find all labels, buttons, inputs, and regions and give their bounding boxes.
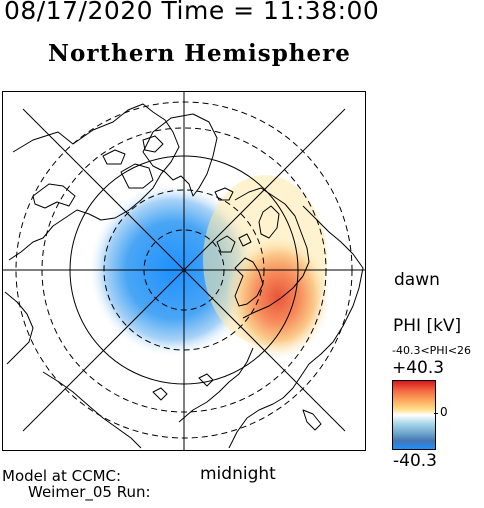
colorbar-zero-tick <box>434 413 438 414</box>
coastline-bering <box>42 371 142 449</box>
coastline-east-asia <box>178 347 254 423</box>
model-credit-line1: Model at CCMC: <box>2 467 122 485</box>
coastlines <box>4 103 364 449</box>
meridian-diag-2 <box>22 108 346 432</box>
positive-potential-cell <box>226 235 330 359</box>
coastline-hudson-bay <box>32 183 76 209</box>
model-credit-line2: Weimer_05 Run: <box>28 483 151 501</box>
colorbar-title: PHI [kV] <box>393 316 462 336</box>
polar-map <box>2 91 366 451</box>
dawn-label: dawn <box>394 270 440 290</box>
meridian-lines <box>3 92 365 450</box>
coastline-scandinavia <box>234 257 264 307</box>
colorbar-max-label: +40.3 <box>392 358 445 378</box>
coastline-eurasia <box>228 205 364 449</box>
colorbar <box>392 380 436 450</box>
colorbar-range: -40.3<PHI<26 <box>392 344 472 357</box>
coastline-islands-south <box>152 373 322 431</box>
coastline-siberia <box>234 187 310 319</box>
midnight-label: midnight <box>200 464 276 484</box>
coastline-svalbard <box>216 233 252 253</box>
datetime-title: 08/17/2020 Time = 11:38:00 <box>4 0 380 25</box>
hemisphere-title: Northern Hemisphere <box>48 40 351 67</box>
coastline-novaya-zemlya <box>258 205 280 239</box>
coastline-iceland <box>214 187 234 201</box>
coastline-alaska <box>4 291 34 365</box>
colorbar-zero-label: 0 <box>440 405 448 419</box>
colorbar-min-label: -40.3 <box>393 451 437 471</box>
coastline-arctic-islands <box>102 135 164 189</box>
coastline-north-america <box>8 103 180 261</box>
coastline-greenland <box>142 113 218 197</box>
polar-map-svg <box>3 92 365 450</box>
